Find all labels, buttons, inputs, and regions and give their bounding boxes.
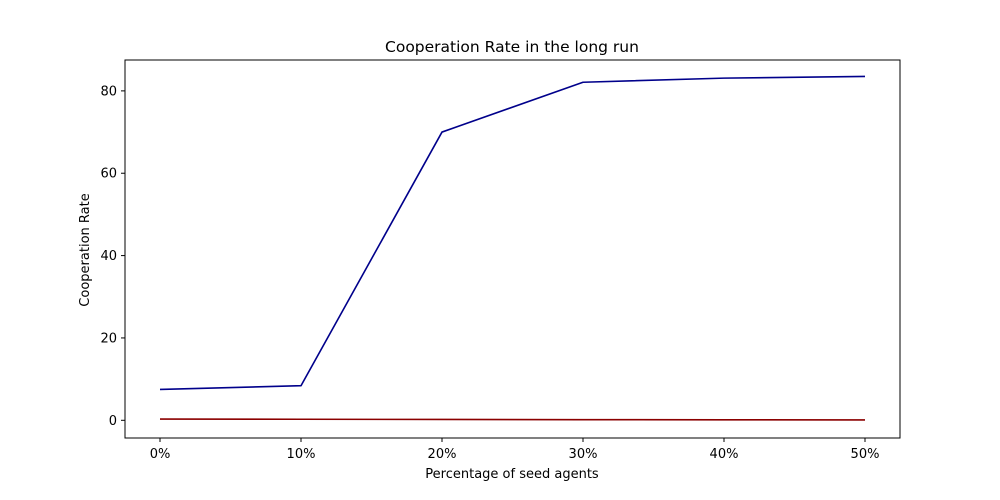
x-tick-label: 0% xyxy=(150,447,171,462)
y-tick-label: 0 xyxy=(109,414,117,429)
y-tick-label: 40 xyxy=(100,249,117,264)
series-red-line xyxy=(159,418,866,421)
x-tick-label: 20% xyxy=(428,447,457,462)
plot-area xyxy=(124,59,901,439)
x-tick-label: 30% xyxy=(569,447,598,462)
plot-frame xyxy=(124,59,901,439)
x-tick-label: 40% xyxy=(710,447,739,462)
series-blue-line xyxy=(159,75,866,391)
x-axis-label: Percentage of seed agents xyxy=(425,467,599,482)
x-tick-label: 10% xyxy=(287,447,316,462)
chart-title: Cooperation Rate in the long run xyxy=(385,38,639,56)
x-axis: 0% 10% 20% 30% 40% 50% xyxy=(150,438,880,462)
y-axis: 0 20 40 60 80 xyxy=(100,84,125,429)
x-tick-label: 50% xyxy=(851,447,880,462)
series-layer xyxy=(159,75,866,421)
y-tick-label: 60 xyxy=(100,167,117,182)
y-tick-label: 80 xyxy=(100,84,117,99)
y-axis-label: Cooperation Rate xyxy=(78,193,93,306)
y-tick-label: 20 xyxy=(100,331,117,346)
